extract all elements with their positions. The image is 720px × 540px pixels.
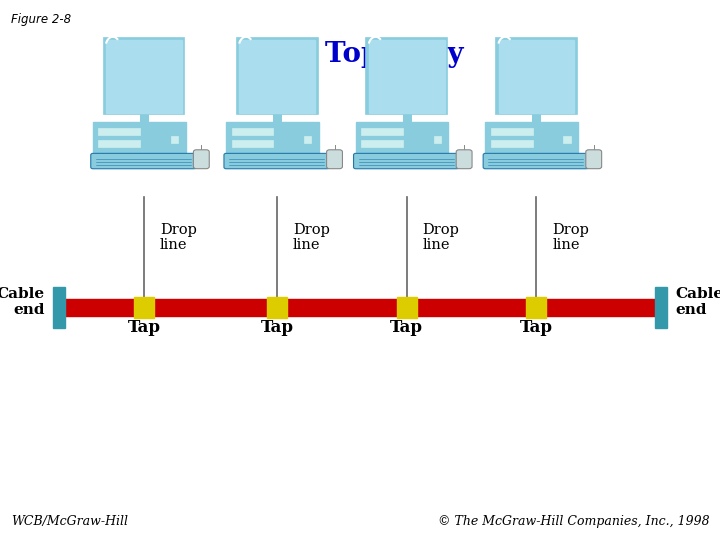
Text: Tap: Tap: [390, 319, 423, 335]
Bar: [267, 297, 287, 318]
Text: Drop
line: Drop line: [160, 222, 197, 252]
Bar: [140, 114, 148, 122]
Bar: [397, 297, 417, 318]
Bar: [93, 122, 186, 154]
Bar: [65, 299, 655, 316]
FancyBboxPatch shape: [483, 153, 588, 168]
Text: Cable
end: Cable end: [0, 287, 45, 317]
Text: Drop
line: Drop line: [423, 222, 459, 252]
FancyBboxPatch shape: [327, 150, 343, 168]
Bar: [240, 40, 315, 113]
Text: © The McGraw-Hill Companies, Inc., 1998: © The McGraw-Hill Companies, Inc., 1998: [438, 515, 709, 528]
Bar: [237, 38, 318, 114]
Bar: [304, 136, 311, 143]
Text: Tap: Tap: [261, 319, 294, 335]
FancyBboxPatch shape: [91, 153, 196, 168]
Bar: [526, 297, 546, 318]
Bar: [361, 127, 403, 134]
Bar: [369, 40, 444, 113]
Bar: [485, 122, 578, 154]
FancyBboxPatch shape: [586, 150, 602, 168]
Text: Figure 2-8: Figure 2-8: [11, 14, 71, 26]
FancyBboxPatch shape: [194, 150, 210, 168]
Bar: [655, 287, 667, 327]
Bar: [402, 114, 411, 122]
FancyBboxPatch shape: [354, 153, 459, 168]
Bar: [232, 140, 274, 147]
FancyBboxPatch shape: [456, 150, 472, 168]
FancyBboxPatch shape: [224, 153, 329, 168]
Text: Tap: Tap: [127, 319, 161, 335]
Bar: [563, 136, 570, 143]
Bar: [433, 136, 441, 143]
Bar: [104, 38, 184, 114]
Bar: [226, 122, 319, 154]
Bar: [99, 127, 140, 134]
Bar: [491, 140, 533, 147]
Bar: [53, 287, 65, 327]
Text: Drop
line: Drop line: [552, 222, 589, 252]
Bar: [532, 114, 541, 122]
Text: Bus Topology: Bus Topology: [256, 40, 464, 68]
Bar: [491, 127, 533, 134]
Bar: [273, 114, 282, 122]
Bar: [496, 38, 577, 114]
Bar: [499, 40, 574, 113]
Bar: [361, 140, 403, 147]
Bar: [99, 140, 140, 147]
Bar: [232, 127, 274, 134]
Bar: [356, 122, 449, 154]
Text: Drop
line: Drop line: [293, 222, 330, 252]
Text: Tap: Tap: [520, 319, 553, 335]
Bar: [134, 297, 154, 318]
Text: Cable
end: Cable end: [675, 287, 720, 317]
Bar: [171, 136, 178, 143]
Text: WCB/McGraw-Hill: WCB/McGraw-Hill: [11, 515, 128, 528]
Bar: [107, 40, 181, 113]
Bar: [366, 38, 447, 114]
